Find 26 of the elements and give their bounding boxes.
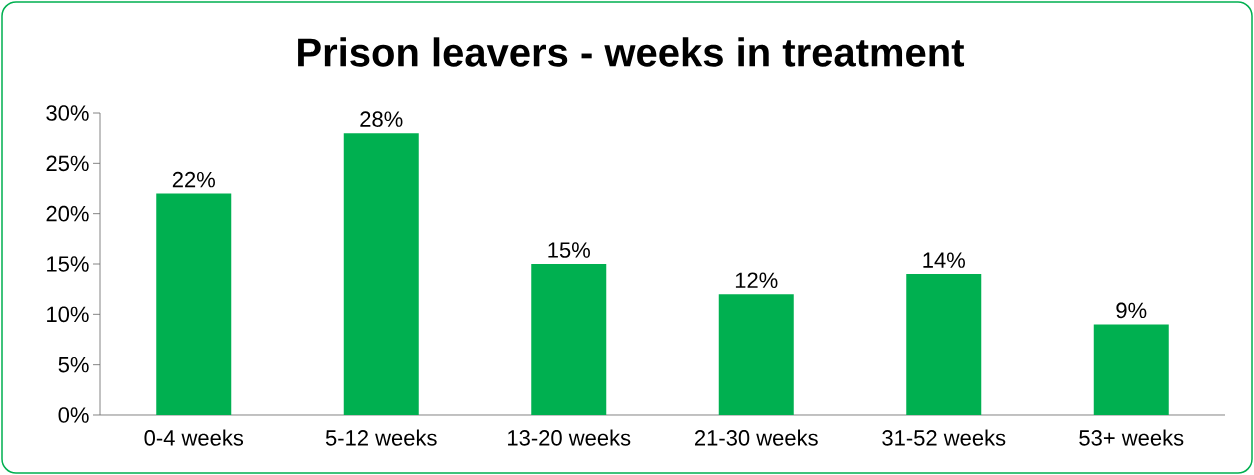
data-label: 14%	[923, 252, 965, 268]
x-tick-label: 0-4 weeks	[144, 429, 244, 446]
data-label: 15%	[548, 242, 590, 258]
data-label: 9%	[1116, 302, 1147, 319]
y-tick-label: 5%	[58, 356, 89, 373]
x-tick-label: 31-52 weeks	[882, 429, 1006, 446]
x-tick-label: 13-20 weeks	[508, 429, 631, 446]
x-tick-label: 53+ weeks	[1079, 429, 1184, 446]
y-tick-label: 10%	[47, 306, 89, 323]
y-tick-label: 15%	[47, 256, 89, 272]
x-tick-label: 5-12 weeks	[325, 429, 437, 446]
data-label: 12%	[735, 272, 778, 288]
y-tick-label: 0%	[58, 407, 89, 423]
data-label: 28%	[360, 111, 403, 127]
bar	[718, 294, 794, 415]
bar	[1093, 324, 1169, 415]
bar	[531, 264, 607, 415]
x-tick-label: 21-30 weeks	[695, 429, 818, 446]
data-label: 22%	[172, 171, 215, 188]
bar	[906, 274, 982, 415]
y-tick-label: 20%	[46, 205, 89, 222]
bar	[343, 133, 419, 415]
chart-title: Prison leavers - weeks in treatment	[298, 37, 965, 67]
bar	[156, 193, 232, 415]
y-tick-label: 25%	[46, 155, 89, 172]
y-tick-label: 30%	[46, 105, 89, 121]
